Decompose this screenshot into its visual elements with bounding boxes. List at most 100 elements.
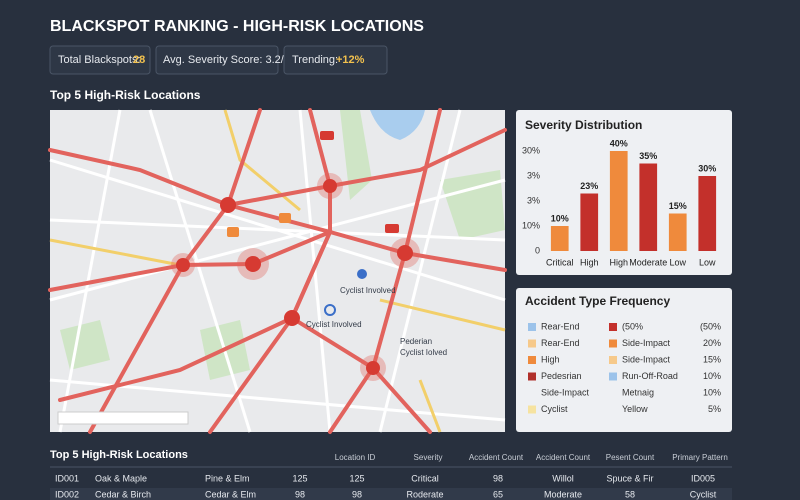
- bar: [668, 213, 687, 251]
- legend-swatch: [528, 323, 536, 331]
- legend-swatch: [609, 372, 617, 381]
- legend-label: Run-Off-Road: [622, 371, 678, 381]
- data-label: 35%: [639, 151, 657, 161]
- section-title: Top 5 High-Risk Locations: [50, 88, 201, 102]
- table-cell: 125: [292, 473, 307, 483]
- legend-swatch: [609, 323, 617, 331]
- table-header: Pesent Count: [606, 453, 655, 462]
- y-axis-label: 30%: [522, 145, 540, 155]
- stat-box: [155, 45, 279, 75]
- panel-title: Severity Distribution: [525, 118, 642, 132]
- table-cell: 98: [295, 489, 305, 499]
- table-cell: 98: [352, 489, 362, 499]
- x-tick-label: High: [609, 257, 628, 267]
- legend-label: Rear-End: [541, 321, 580, 331]
- legend-swatch: [609, 339, 617, 348]
- data-label: 23%: [580, 181, 598, 191]
- panel-title: Accident Type Frequency: [525, 294, 670, 308]
- map-label: Cyclist Involved: [306, 320, 362, 329]
- legend-label: Rear-End: [541, 338, 580, 348]
- table-cell: ID005: [691, 473, 715, 483]
- bar: [580, 193, 599, 251]
- table-header: Accident Count: [536, 453, 591, 462]
- legend-swatch: [528, 405, 536, 414]
- streets: [49, 109, 506, 433]
- map-label: Pederian: [400, 337, 432, 346]
- data-label: 15%: [669, 201, 687, 211]
- table-cell: Cedar & Elm: [205, 489, 256, 499]
- map-label: Cyclist Iolved: [400, 348, 447, 357]
- table-cell: Willol: [552, 473, 574, 483]
- x-tick-label: High: [580, 257, 599, 267]
- x-tick-label: Critical: [546, 257, 574, 267]
- table-cell: Spuce & Fir: [606, 473, 653, 483]
- stat-value: 28: [133, 54, 145, 66]
- table-header: Primary Pattern: [672, 453, 728, 462]
- table-cell: Critical: [411, 473, 439, 483]
- legend-value: 5%: [708, 404, 721, 414]
- table-cell: Moderate: [544, 489, 582, 499]
- legend-label: Metnaig: [622, 387, 654, 397]
- stat-label: Total Blackspots:: [58, 54, 141, 66]
- y-axis-label: 3%: [527, 195, 540, 205]
- bar: [609, 151, 628, 251]
- bar: [639, 163, 658, 251]
- blackspot-markers: [171, 131, 420, 381]
- legend-swatch: [609, 356, 617, 364]
- legend-label: Cyclist: [541, 404, 568, 414]
- y-axis-label: 3%: [527, 170, 540, 180]
- lake: [370, 110, 425, 140]
- table-title: Top 5 High-Risk Locations: [50, 449, 188, 461]
- stat-label: Trending:: [292, 54, 338, 66]
- legend-label: High: [541, 354, 560, 364]
- bar: [550, 226, 569, 251]
- table-cell: Roderate: [406, 489, 443, 499]
- table-cell: 98: [493, 473, 503, 483]
- park: [340, 110, 372, 200]
- table-cell: Cedar & Birch: [95, 489, 151, 499]
- accident-list: Rear-End (50% (50% Rear-End Side-Impact 20% Hi…: [528, 321, 721, 414]
- table-cell: 58: [625, 489, 635, 499]
- bar: [698, 176, 717, 251]
- park: [440, 170, 505, 240]
- risk-roads: [48, 108, 507, 434]
- table-cell: Cyclist: [690, 489, 717, 499]
- legend-label: Side-Impact: [622, 354, 671, 364]
- table-cell: Pine & Elm: [205, 473, 250, 483]
- table-cell: Oak & Maple: [95, 473, 147, 483]
- page-title: BLACKSPOT RANKING - HIGH-RISK LOCATIONS: [50, 18, 424, 35]
- map-label: Cyclist Involved: [340, 286, 396, 295]
- stat-box: [283, 45, 388, 75]
- y-axis-label: 0: [535, 245, 540, 255]
- severity-chart: 30% 3% 3% 10% 0 10% Critical 23% High 40% High 35% M…: [522, 138, 716, 267]
- map-scale: [57, 411, 189, 425]
- table-cell: 125: [349, 473, 364, 483]
- table-header: Accident Count: [469, 453, 524, 462]
- data-label: 30%: [698, 163, 716, 173]
- data-label: 40%: [610, 138, 628, 148]
- legend-label: Pedesrian: [541, 371, 582, 381]
- legend-label: Side-Impact: [541, 387, 590, 397]
- legend-swatch: [528, 372, 536, 381]
- legend-value: 10%: [703, 371, 721, 381]
- table-cell: ID001: [55, 473, 79, 483]
- legend-label: Side-Impact: [622, 338, 671, 348]
- data-label: 10%: [551, 213, 569, 223]
- table-header: Severity: [414, 453, 443, 462]
- x-tick-label: Moderate: [629, 257, 667, 267]
- y-axis-label: 10%: [522, 220, 540, 230]
- legend-swatch: [528, 339, 536, 348]
- legend-label: (50%: [622, 321, 643, 331]
- legend-label: Yellow: [622, 404, 648, 414]
- legend-value: (50%: [700, 321, 721, 331]
- stat-box: [49, 45, 151, 75]
- x-tick-label: Low: [699, 257, 716, 267]
- x-tick-label: Low: [669, 257, 686, 267]
- legend-value: 20%: [703, 338, 721, 348]
- legend-value: 10%: [703, 387, 721, 397]
- table-cell: ID002: [55, 489, 79, 499]
- legend-value: 15%: [703, 354, 721, 364]
- map[interactable]: Cyclist Involved Cyclist Involved Pederi…: [48, 108, 507, 434]
